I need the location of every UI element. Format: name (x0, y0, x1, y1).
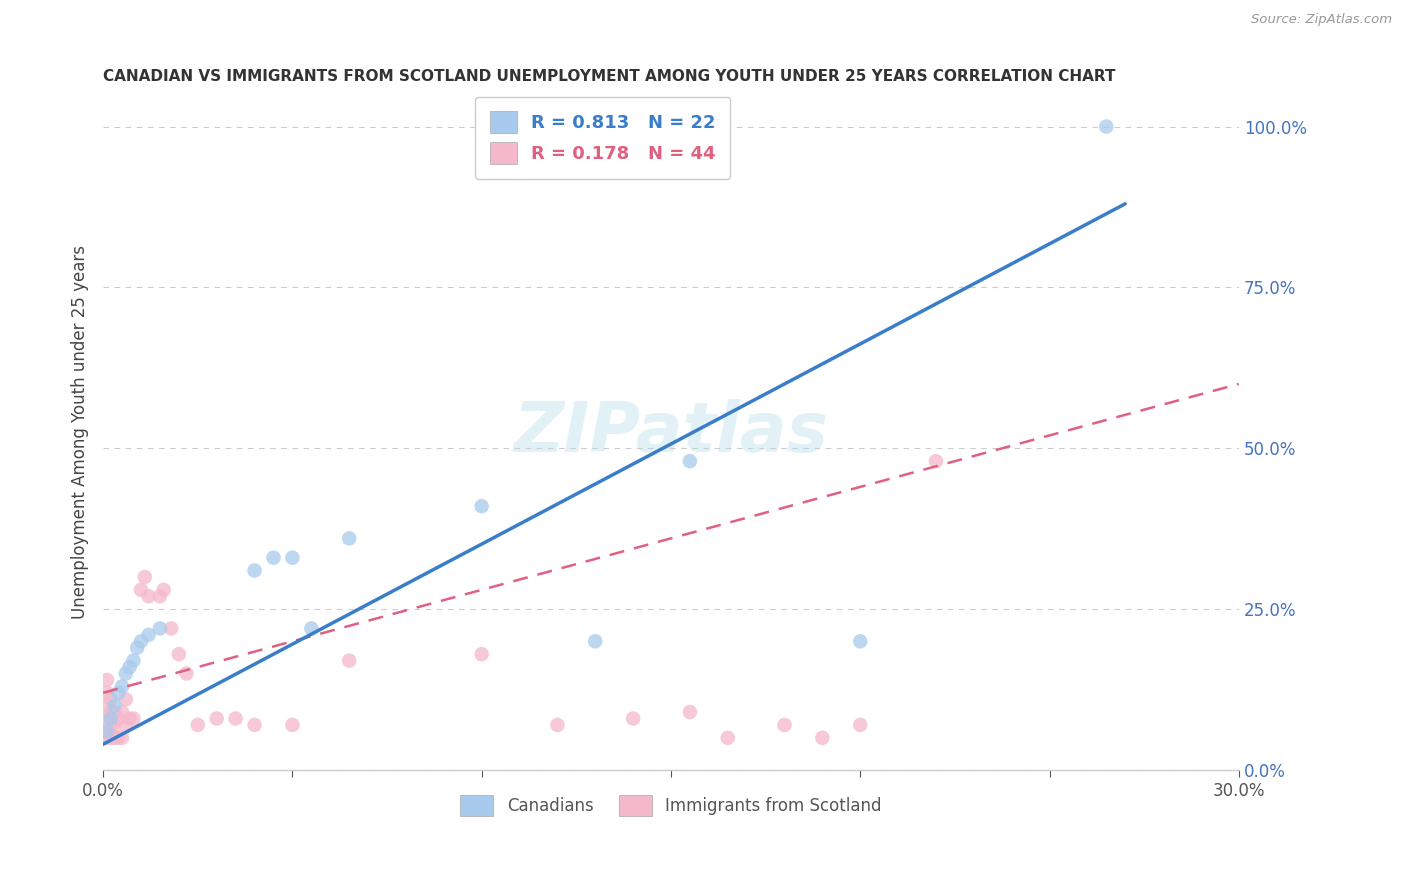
Point (138, 628, 160, 642)
Point (107, 712, 129, 726)
Point (103, 718, 125, 732)
Point (100, 705, 122, 719)
Point (583, 634, 606, 648)
Point (96, 712, 118, 726)
Point (679, 705, 702, 719)
Point (129, 582, 152, 597)
Point (100, 718, 122, 732)
Point (103, 731, 125, 745)
Point (100, 712, 122, 726)
Point (849, 718, 872, 732)
Point (96, 673, 118, 687)
Point (127, 640, 149, 655)
Legend: Canadians, Immigrants from Scotland: Canadians, Immigrants from Scotland (454, 789, 889, 822)
Point (546, 718, 568, 732)
Text: CANADIAN VS IMMIGRANTS FROM SCOTLAND UNEMPLOYMENT AMONG YOUTH UNDER 25 YEARS COR: CANADIAN VS IMMIGRANTS FROM SCOTLAND UNE… (103, 69, 1115, 84)
Point (115, 718, 138, 732)
Point (115, 666, 138, 681)
Point (111, 731, 134, 745)
Point (160, 622, 183, 636)
Point (205, 712, 228, 726)
Point (122, 654, 145, 668)
Point (103, 698, 125, 713)
Point (167, 647, 190, 661)
Point (621, 712, 644, 726)
Point (111, 679, 134, 693)
Text: ZIPatlas: ZIPatlas (513, 399, 828, 466)
Text: Source: ZipAtlas.com: Source: ZipAtlas.com (1251, 13, 1392, 27)
Point (149, 622, 172, 636)
Point (281, 718, 304, 732)
Point (122, 712, 145, 726)
Point (773, 718, 796, 732)
Point (1095, 120, 1118, 134)
Point (281, 550, 304, 565)
Point (152, 582, 174, 597)
Y-axis label: Unemployment Among Youth under 25 years: Unemployment Among Youth under 25 years (72, 245, 89, 619)
Point (925, 454, 948, 468)
Point (471, 647, 494, 661)
Point (111, 705, 134, 719)
Point (100, 731, 122, 745)
Point (243, 718, 266, 732)
Point (225, 712, 247, 726)
Point (107, 686, 129, 700)
Point (187, 718, 209, 732)
Point (717, 731, 740, 745)
Point (96, 724, 118, 739)
Point (134, 570, 156, 584)
Point (243, 564, 266, 578)
Point (118, 712, 141, 726)
Point (96, 686, 118, 700)
Point (100, 692, 122, 706)
Point (849, 634, 872, 648)
Point (337, 654, 360, 668)
Point (107, 731, 129, 745)
Point (115, 692, 138, 706)
Point (811, 731, 834, 745)
Point (679, 454, 702, 468)
Point (176, 666, 198, 681)
Point (138, 589, 160, 603)
Point (129, 634, 152, 648)
Point (149, 589, 172, 603)
Point (337, 532, 360, 546)
Point (96, 724, 118, 739)
Point (96, 731, 118, 745)
Point (471, 499, 494, 513)
Point (103, 705, 125, 719)
Point (118, 660, 141, 674)
Point (299, 622, 322, 636)
Point (263, 550, 285, 565)
Point (96, 698, 118, 713)
